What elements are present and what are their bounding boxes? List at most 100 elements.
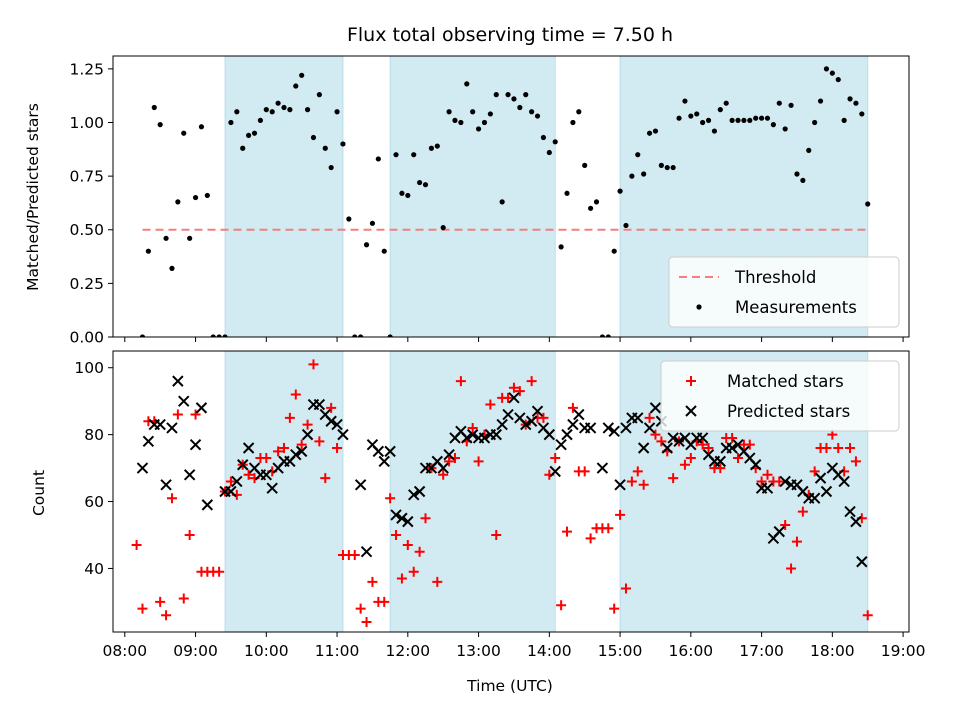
point-0-0-109	[782, 126, 788, 132]
point-0-0-28	[304, 107, 311, 113]
point-0-0-102	[741, 117, 747, 123]
point-0-0-65	[523, 92, 529, 98]
point-1-0-34	[332, 443, 343, 454]
point-1-0-63	[503, 392, 514, 403]
point-1-0-104	[744, 439, 755, 450]
point-1-0-42	[379, 596, 390, 607]
point-0-0-49	[428, 145, 434, 151]
point-1-0-9	[184, 529, 195, 540]
x-tick-label-10: 18:00	[810, 642, 855, 660]
point-0-0-6	[175, 199, 181, 205]
point-1-1-80	[637, 442, 650, 454]
point-1-0-16	[225, 476, 236, 487]
point-1-0-48	[414, 546, 425, 557]
point-0-0-35	[346, 216, 352, 222]
point-1-0-39	[361, 616, 372, 627]
legend-label-0-1: Measurements	[735, 298, 857, 317]
point-1-0-5	[161, 610, 172, 621]
x-tick-label-4: 12:00	[385, 642, 430, 660]
point-1-1-9	[189, 438, 202, 451]
point-0-0-112	[800, 177, 806, 184]
point-0-0-62	[505, 92, 511, 98]
point-0-0-31	[322, 145, 328, 151]
point-1-0-119	[833, 443, 844, 454]
point-1-0-86	[638, 479, 649, 490]
point-0-0-114	[812, 119, 818, 126]
point-1-0-40	[367, 576, 378, 587]
point-1-0-82	[615, 509, 626, 520]
point-1-1-81	[643, 422, 656, 434]
point-1-0-72	[556, 600, 567, 611]
point-0-0-80	[611, 248, 617, 254]
point-1-1-117	[856, 556, 868, 568]
point-1-0-65	[514, 386, 525, 397]
point-1-0-4	[155, 596, 166, 607]
point-0-0-45	[405, 192, 411, 199]
y-tick-label-1-3: 100	[74, 359, 104, 377]
point-0-0-11	[204, 192, 210, 199]
point-1-0-121	[845, 443, 856, 454]
point-1-0-32	[320, 473, 331, 484]
x-tick-label-7: 15:00	[598, 642, 643, 660]
point-0-0-77	[593, 199, 600, 205]
point-1-1-32	[337, 428, 349, 441]
point-1-0-44	[391, 529, 402, 540]
point-0-0-2	[151, 104, 157, 111]
point-1-1-38	[384, 445, 396, 458]
point-1-0-76	[579, 466, 590, 477]
point-1-0-69	[538, 412, 549, 423]
point-1-1-52	[466, 428, 479, 441]
point-1-0-14	[214, 566, 225, 577]
point-1-1-66	[549, 465, 561, 478]
point-0-0-95	[700, 119, 706, 126]
point-1-1-40	[396, 512, 408, 524]
point-1-1-75	[608, 425, 620, 437]
x-tick-label-0: 08:00	[102, 642, 147, 660]
point-1-0-77	[585, 533, 596, 544]
point-0-0-19	[251, 130, 258, 136]
point-1-0-94	[685, 453, 696, 464]
point-1-1-41	[402, 515, 414, 528]
point-0-0-44	[399, 190, 405, 196]
point-0-0-69	[546, 149, 552, 156]
axes-frame-1	[112, 350, 910, 633]
legend-marker-1-1	[685, 405, 697, 417]
point-0-0-43	[393, 152, 399, 158]
point-1-1-65	[543, 428, 556, 441]
point-0-0-56	[470, 109, 476, 115]
point-1-0-64	[508, 382, 519, 393]
point-0-0-92	[682, 98, 688, 104]
point-1-1-104	[779, 475, 791, 488]
point-0-0-25	[287, 107, 293, 113]
point-0-0-105	[758, 115, 765, 121]
point-1-1-101	[761, 482, 774, 494]
point-1-0-112	[791, 536, 802, 547]
point-0-0-48	[422, 182, 429, 188]
point-1-1-48	[443, 448, 455, 461]
observing-window-0-1	[389, 56, 556, 337]
point-1-1-33	[354, 479, 367, 491]
point-1-1-110	[814, 472, 827, 484]
point-1-1-24	[290, 448, 302, 461]
point-1-0-122	[850, 456, 861, 467]
point-1-0-102	[733, 453, 744, 464]
point-1-1-14	[231, 475, 243, 488]
bottom-y-axis-label: Count	[30, 470, 48, 516]
point-0-0-1	[145, 248, 151, 254]
point-1-1-111	[820, 485, 833, 498]
point-1-1-67	[555, 438, 567, 451]
point-1-0-6	[166, 493, 177, 504]
point-0-0-58	[481, 119, 488, 126]
point-1-0-96	[697, 439, 708, 450]
point-1-0-83	[620, 583, 631, 594]
point-0-0-23	[275, 100, 281, 106]
point-1-0-106	[756, 476, 767, 487]
point-1-1-99	[749, 459, 762, 471]
point-1-0-7	[172, 409, 183, 420]
point-0-0-81	[617, 188, 623, 194]
point-0-0-55	[464, 81, 470, 87]
point-1-1-115	[844, 505, 856, 518]
point-0-0-57	[475, 126, 482, 132]
point-1-1-73	[596, 462, 609, 474]
